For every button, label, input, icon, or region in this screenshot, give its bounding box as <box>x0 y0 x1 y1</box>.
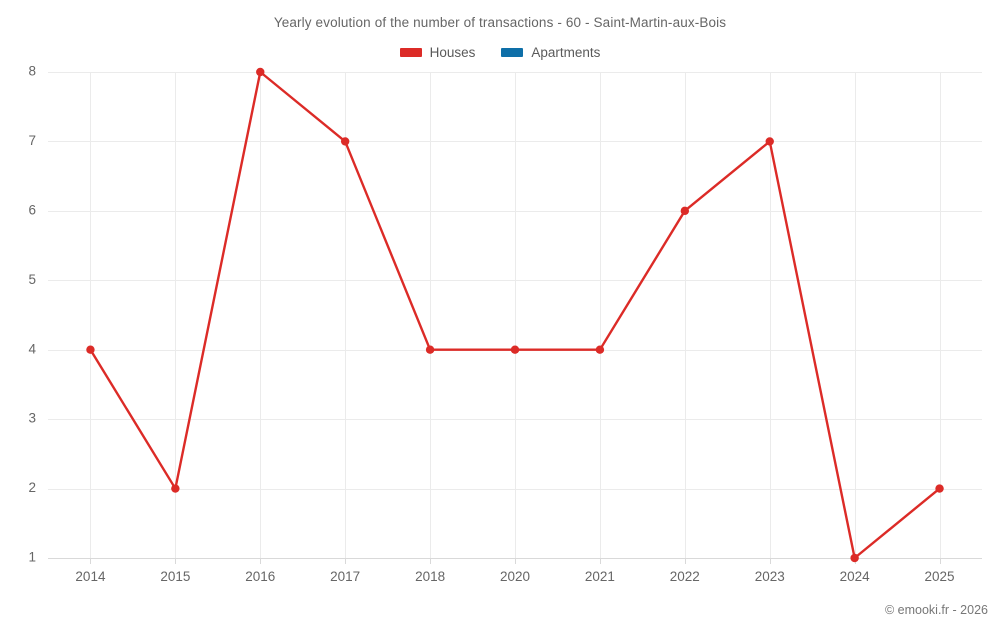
legend-swatch-houses-icon <box>399 48 422 57</box>
data-point-houses <box>86 345 95 354</box>
x-axis-tick-label: 2018 <box>415 569 445 584</box>
y-axis-tick-label: 2 <box>28 480 36 495</box>
y-axis-tick-label: 4 <box>28 341 36 356</box>
x-axis-tick-label: 2017 <box>330 569 360 584</box>
y-axis-tick-label: 5 <box>28 272 36 287</box>
data-point-houses <box>425 345 435 354</box>
data-point-houses <box>680 206 690 216</box>
x-axis-tick-label: 2021 <box>585 569 615 584</box>
legend-label-apartments: Apartments <box>531 45 601 60</box>
x-axis-tick-label: 2015 <box>160 569 190 584</box>
axes <box>48 558 982 564</box>
legend-item-houses[interactable]: Houses <box>399 45 476 60</box>
y-axis-tick-label: 7 <box>28 133 36 148</box>
data-point-houses <box>340 137 350 146</box>
data-point-houses <box>256 67 265 77</box>
y-axis-tick-labels: 1 2 3 4 5 6 7 8 <box>28 64 36 565</box>
y-axis-tick-label: 3 <box>28 411 36 426</box>
x-axis-tick-label: 2020 <box>500 569 530 584</box>
x-axis-tick-labels: 2014 2015 2016 2017 2018 2020 2021 2022 2023 2024… <box>75 569 954 584</box>
legend-label-houses: Houses <box>429 45 476 60</box>
chart-legend: Houses Apartments <box>0 45 1000 60</box>
legend-item-apartments[interactable]: Apartments <box>501 45 600 60</box>
data-point-houses <box>171 484 180 493</box>
x-axis-tick-label: 2025 <box>925 569 955 584</box>
x-axis-tick-label: 2016 <box>245 569 275 584</box>
legend-swatch-apartments-icon <box>501 48 524 57</box>
data-point-houses <box>595 345 605 354</box>
data-point-houses <box>765 137 774 146</box>
x-axis-tick-label: 2024 <box>840 569 871 584</box>
data-point-houses <box>510 345 520 354</box>
series-points <box>86 67 944 563</box>
chart-title: Yearly evolution of the number of transa… <box>273 15 727 30</box>
x-axis-tick-label: 2014 <box>75 569 106 584</box>
x-axis-tick-label: 2023 <box>755 569 785 584</box>
grid-lines <box>48 72 982 558</box>
y-axis-tick-label: 8 <box>28 64 36 79</box>
chart-credit: © emooki.fr - 2026 <box>884 603 988 617</box>
data-point-houses <box>850 553 859 563</box>
y-axis-tick-label: 6 <box>28 202 36 217</box>
y-axis-tick-label: 1 <box>28 550 36 565</box>
x-axis-tick-label: 2022 <box>670 569 700 584</box>
data-point-houses <box>935 484 944 493</box>
